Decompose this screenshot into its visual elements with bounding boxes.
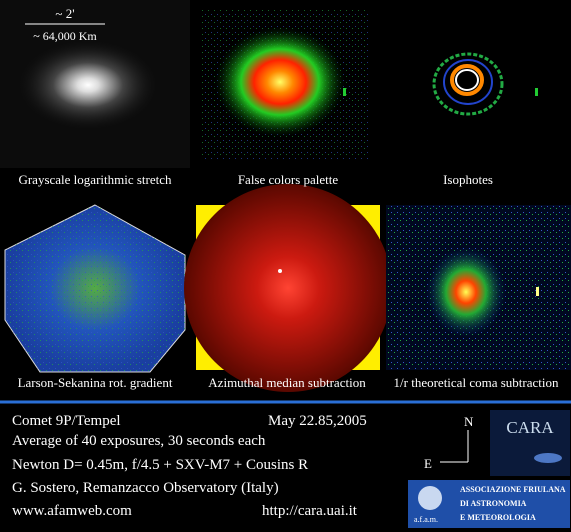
- scale-angle: ~ 2': [55, 6, 74, 21]
- info-title: Comet 9P/Tempel: [12, 413, 121, 429]
- afam-text: ASSOCIAZIONE FRIULANA: [460, 485, 566, 494]
- caption: Grayscale logarithmic stretch: [18, 172, 172, 187]
- info-date: May 22.85,2005: [268, 413, 367, 429]
- isophote: [443, 59, 493, 105]
- caption: Azimuthal median subtraction: [208, 375, 366, 390]
- scale-distance: ~ 64,000 Km: [33, 29, 97, 43]
- star: [536, 287, 539, 296]
- compass-east: E: [424, 456, 432, 471]
- afam-text: DI ASTRONOMIA: [460, 499, 527, 508]
- comet: [18, 40, 158, 130]
- info-url: http://cara.uai.it: [262, 503, 358, 519]
- caption: Larson-Sekanina rot. gradient: [18, 375, 173, 390]
- cara-logo: [490, 410, 570, 476]
- noise: [5, 205, 185, 372]
- logo-emblem: [418, 486, 442, 510]
- caption: False colors palette: [238, 172, 339, 187]
- afam-text: E METEOROLOGIA: [460, 513, 536, 522]
- caption: Isophotes: [443, 172, 493, 187]
- afam-short: a.f.a.m.: [414, 515, 438, 524]
- compass-north: N: [464, 414, 474, 429]
- info-line: G. Sostero, Remanzacco Observatory (Ital…: [12, 480, 279, 496]
- comet: [426, 247, 506, 337]
- comet: [184, 184, 392, 392]
- isophote: [432, 52, 504, 116]
- caption: 1/r theoretical coma subtraction: [394, 375, 559, 390]
- star: [343, 88, 346, 96]
- nucleus: [278, 269, 282, 273]
- info-line: Newton D= 0.45m, f/4.5 + SXV-M7 + Cousin…: [12, 457, 308, 473]
- info-line: Average of 40 exposures, 30 seconds each: [12, 433, 266, 449]
- comet: [215, 27, 345, 137]
- cara-text: CARA: [506, 418, 554, 437]
- isophote: [450, 64, 484, 96]
- isophote: [455, 69, 479, 91]
- info-website: www.afamweb.com: [12, 503, 132, 519]
- star: [535, 88, 538, 96]
- logo-comet: [534, 453, 562, 463]
